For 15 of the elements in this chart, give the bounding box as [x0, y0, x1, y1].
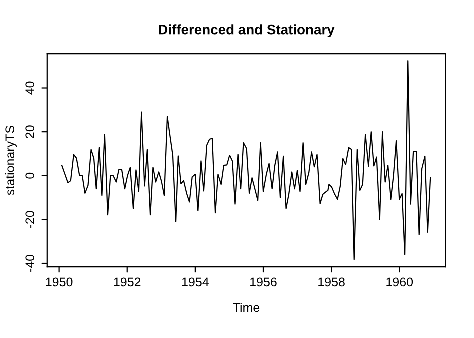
y-tick-label: 0 [26, 172, 35, 179]
x-tick-label: 1950 [46, 278, 73, 287]
x-tick-label: 1960 [386, 278, 414, 287]
y-axis-title: stationaryTS [5, 126, 17, 196]
y-tick-label: 40 [26, 82, 35, 95]
y-tick-label: 20 [26, 126, 35, 138]
y-tick-label: -20 [26, 211, 35, 228]
x-tick-label: 1958 [318, 278, 345, 287]
line-series [61, 60, 432, 260]
y-tick-label: -40 [26, 254, 35, 272]
chart-title: Differenced and Stationary [159, 24, 335, 38]
x-tick-label: 1952 [114, 278, 141, 287]
x-axis-title: Time [233, 302, 260, 312]
x-tick-label: 1954 [182, 278, 209, 287]
x-tick-label: 1956 [250, 278, 277, 287]
